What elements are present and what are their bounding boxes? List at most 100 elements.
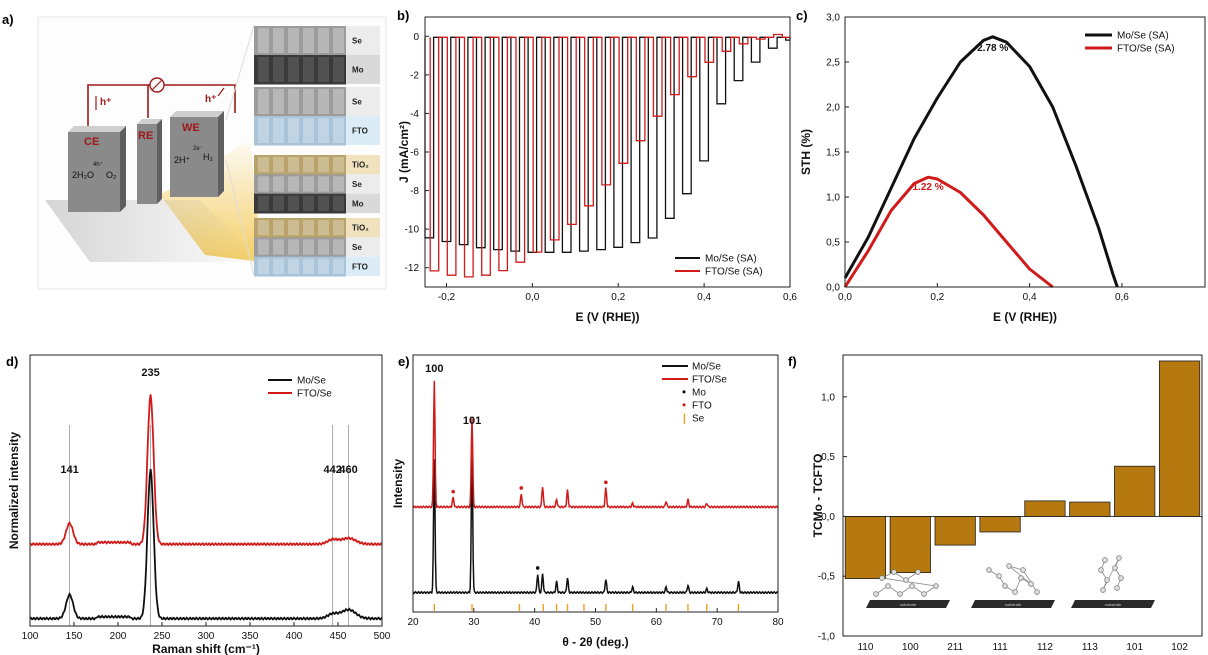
grain	[258, 28, 269, 53]
x-axis-title: E (V (RHE))	[576, 310, 640, 324]
chain-atom	[903, 577, 909, 583]
y-axis-title: TCMo - TCFTO	[811, 454, 825, 538]
grain	[258, 89, 269, 114]
bar-100	[889, 516, 931, 574]
stack-layer-tag	[346, 218, 380, 238]
chain-atom	[1018, 575, 1024, 581]
grain	[273, 176, 284, 192]
x-tick-label: 0,4	[697, 292, 711, 303]
y-tick-label: 1,0	[821, 392, 835, 403]
x-tick-label: 0,2	[930, 292, 944, 303]
grain	[258, 57, 269, 82]
grain	[273, 239, 284, 255]
carrier-left-label: h⁺	[100, 97, 111, 108]
substrate-slab	[1071, 600, 1155, 608]
legend-label: FTO/Se (SA)	[1117, 44, 1175, 55]
chain-atom	[873, 591, 879, 597]
x-tick-label: 250	[154, 631, 171, 642]
chain-atom	[885, 583, 891, 589]
y-tick-label: 1,0	[826, 193, 840, 204]
grain	[258, 118, 269, 143]
stack-layer-tag	[346, 237, 380, 257]
chain-atom	[915, 569, 921, 575]
grain	[318, 258, 329, 274]
panel-a: a) h⁺ h⁺ CE 4h⁺ 2H₂O O₂ RE	[2, 12, 387, 290]
stack-layer-tag	[346, 193, 380, 213]
peak-annotation: 1.22 %	[913, 182, 944, 193]
bar-110	[844, 516, 887, 580]
y-tick-label: -12	[405, 263, 420, 274]
carrier-right-arrow	[217, 87, 225, 97]
peak-label: 100	[425, 363, 443, 375]
legend-label: Mo/Se	[692, 362, 721, 373]
stack-layer-label: Se	[352, 243, 362, 252]
stack-layer-tag	[346, 155, 380, 175]
we-reaction-right: H₂	[203, 152, 213, 162]
y-tick-label: -8	[410, 186, 419, 197]
x-tick-label: 0,6	[783, 292, 797, 303]
bar-102	[1158, 360, 1201, 517]
floor-shadow	[45, 200, 260, 262]
stack-layer-block	[254, 87, 346, 117]
series-line-fto-se-sa	[843, 175, 1054, 289]
x-tick-label: -0,2	[438, 292, 456, 303]
x-tick-label: 500	[374, 631, 391, 642]
stack-layer-block	[254, 256, 346, 277]
chain-atom	[891, 569, 897, 575]
panel-b-letter: b)	[397, 8, 409, 23]
chain-atom	[1114, 585, 1120, 591]
stack-layer-tag	[346, 116, 380, 145]
ce-reaction-left: 2H₂O	[72, 170, 94, 180]
plot-frame-e	[412, 354, 779, 613]
we-reaction-label-top: 2e⁻	[193, 146, 203, 152]
chain-atom	[1006, 563, 1012, 569]
x-tick-label: 0,0	[525, 292, 539, 303]
orientation-inset-flat: substrate	[866, 569, 950, 608]
x-tick-label: 60	[651, 617, 663, 628]
electrode-we-label: WE	[182, 122, 200, 134]
phase-marker	[451, 489, 455, 494]
stack-layer-tag	[346, 256, 380, 276]
x-tick-label: 400	[286, 631, 303, 642]
chain-bond	[1102, 557, 1120, 591]
chain-bond	[1008, 565, 1032, 585]
x-tick-label: 110	[857, 642, 873, 653]
legend-label: Se	[692, 414, 705, 425]
bar-101	[1114, 465, 1156, 517]
bar-111	[979, 516, 1021, 533]
x-tick-label: 211	[947, 642, 963, 653]
phase-marker	[519, 486, 524, 490]
chain-atom	[1034, 589, 1040, 595]
grain	[303, 258, 314, 274]
x-tick-label: 0,2	[611, 292, 625, 303]
ce-reaction-right: O₂	[106, 170, 117, 180]
stack-layer-label: TiO₂	[352, 161, 369, 170]
stack-layer-block	[254, 26, 346, 56]
grain	[318, 157, 329, 173]
legend-label: Mo/Se	[297, 376, 326, 387]
grain	[273, 89, 284, 114]
substrate-slab	[971, 600, 1055, 608]
x-tick-label: 350	[242, 631, 259, 642]
grain	[318, 220, 329, 236]
orientation-inset-tilted: substrate	[971, 563, 1055, 608]
stack-layer-label: Mo	[352, 66, 364, 75]
series-line-mo-se	[412, 458, 779, 595]
grain	[288, 195, 299, 211]
plot-frame-b	[424, 16, 791, 288]
chain-atom	[933, 583, 939, 589]
grain	[333, 258, 344, 274]
x-tick-label: 30	[468, 617, 480, 628]
grain	[288, 157, 299, 173]
chain-atom	[1102, 557, 1108, 563]
x-axis-title: E (V (RHE))	[993, 310, 1057, 324]
grain	[288, 176, 299, 192]
grain	[303, 118, 314, 143]
chain-atom	[1100, 587, 1106, 593]
grain	[258, 157, 269, 173]
stack-layer-tag	[346, 87, 380, 116]
grain	[258, 258, 269, 274]
x-tick-label: 111	[992, 642, 1008, 653]
chain-atom	[1020, 567, 1026, 573]
